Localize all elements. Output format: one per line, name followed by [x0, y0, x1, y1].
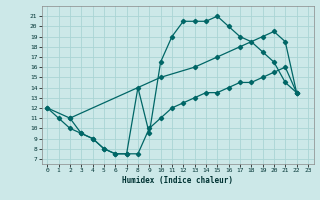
X-axis label: Humidex (Indice chaleur): Humidex (Indice chaleur)	[122, 176, 233, 185]
